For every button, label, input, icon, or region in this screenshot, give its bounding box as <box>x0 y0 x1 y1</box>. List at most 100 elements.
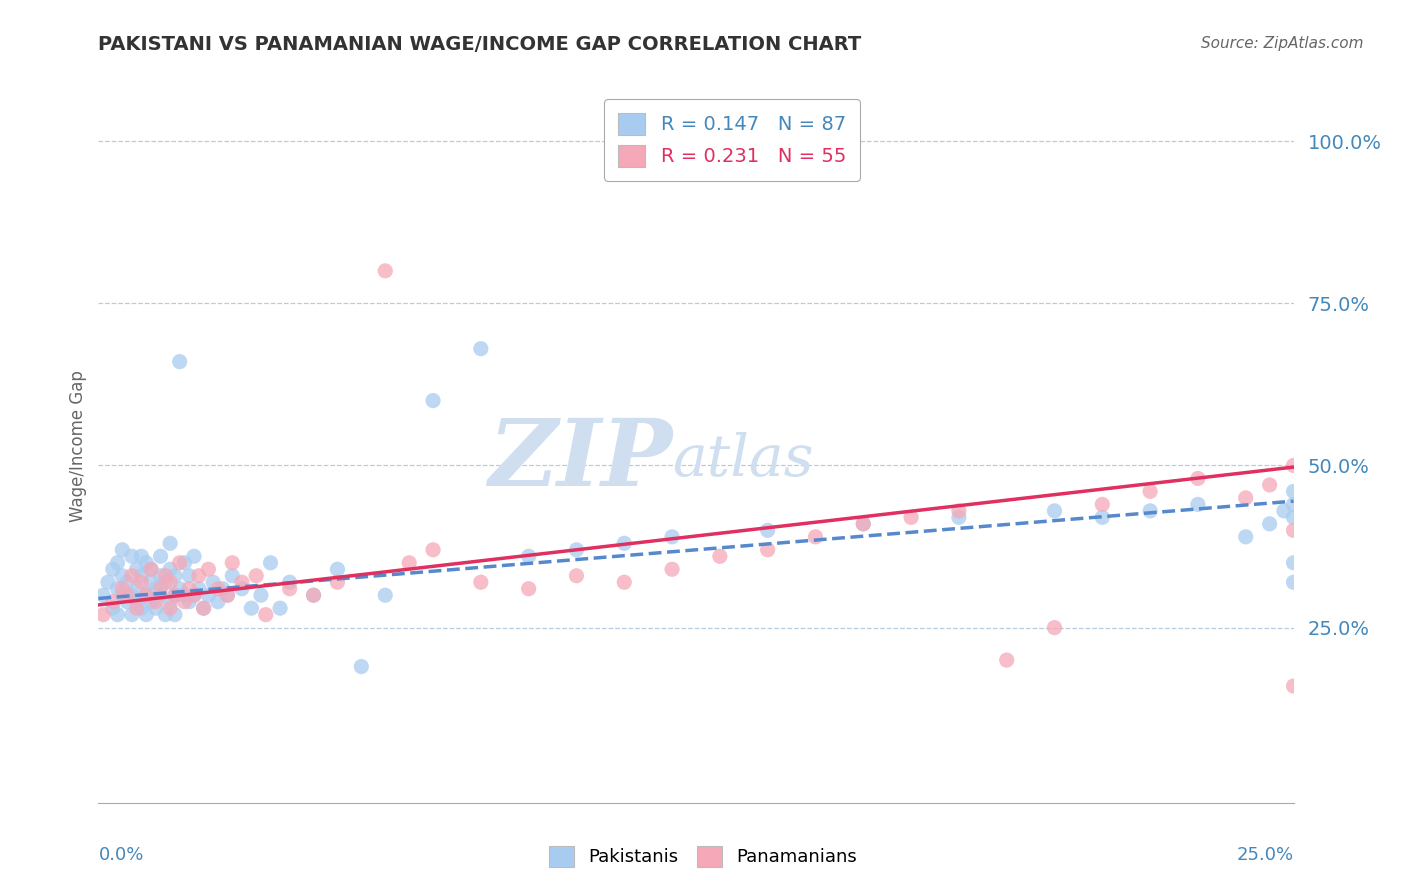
Point <box>1091 510 1114 524</box>
Point <box>269 601 291 615</box>
Point <box>135 588 157 602</box>
Point <box>852 516 875 531</box>
Point <box>1282 458 1305 473</box>
Point <box>207 595 229 609</box>
Point <box>1258 516 1281 531</box>
Text: 25.0%: 25.0% <box>1236 846 1294 863</box>
Point <box>221 568 243 582</box>
Point <box>193 601 215 615</box>
Point <box>804 530 827 544</box>
Point <box>1139 484 1161 499</box>
Text: 0.0%: 0.0% <box>98 846 143 863</box>
Point <box>1282 679 1305 693</box>
Point <box>374 264 396 278</box>
Point <box>163 588 186 602</box>
Text: Source: ZipAtlas.com: Source: ZipAtlas.com <box>1201 36 1364 51</box>
Point <box>1282 556 1305 570</box>
Point <box>302 588 325 602</box>
Point <box>125 582 148 596</box>
Legend: Pakistanis, Panamanians: Pakistanis, Panamanians <box>541 838 865 874</box>
Point <box>173 588 195 602</box>
Point <box>179 595 201 609</box>
Point <box>155 575 177 590</box>
Point <box>145 601 167 615</box>
Point <box>145 595 167 609</box>
Point <box>517 582 540 596</box>
Point <box>1282 575 1305 590</box>
Point <box>145 582 167 596</box>
Point <box>326 575 349 590</box>
Point <box>169 354 191 368</box>
Point <box>245 568 267 582</box>
Point <box>1139 504 1161 518</box>
Point <box>91 607 114 622</box>
Point <box>948 510 970 524</box>
Point <box>1187 471 1209 485</box>
Point <box>217 588 239 602</box>
Point <box>756 524 779 538</box>
Point <box>517 549 540 564</box>
Point <box>155 568 177 582</box>
Point <box>1043 504 1066 518</box>
Point <box>398 556 420 570</box>
Point <box>1282 524 1305 538</box>
Point <box>155 607 177 622</box>
Point <box>101 595 124 609</box>
Point <box>115 588 138 602</box>
Point <box>217 588 239 602</box>
Point <box>163 568 186 582</box>
Point <box>422 393 444 408</box>
Point <box>115 595 138 609</box>
Point <box>111 568 134 582</box>
Point <box>1234 530 1257 544</box>
Point <box>163 607 186 622</box>
Point <box>131 575 153 590</box>
Point <box>254 607 277 622</box>
Point <box>139 595 162 609</box>
Text: ZIP: ZIP <box>488 416 672 505</box>
Point <box>852 516 875 531</box>
Point <box>211 582 233 596</box>
Point <box>149 549 172 564</box>
Point <box>111 582 134 596</box>
Point <box>565 542 588 557</box>
Point <box>169 556 191 570</box>
Point <box>302 588 325 602</box>
Point <box>125 601 148 615</box>
Point <box>948 504 970 518</box>
Point <box>1282 497 1305 511</box>
Point <box>97 575 120 590</box>
Point <box>159 536 181 550</box>
Point <box>121 568 143 582</box>
Point <box>125 562 148 576</box>
Point <box>565 568 588 582</box>
Point <box>709 549 731 564</box>
Point <box>139 562 162 576</box>
Point <box>173 556 195 570</box>
Point <box>115 575 138 590</box>
Point <box>900 510 922 524</box>
Point <box>101 601 124 615</box>
Point <box>259 556 281 570</box>
Point <box>202 575 225 590</box>
Point <box>661 530 683 544</box>
Point <box>135 588 157 602</box>
Point <box>240 601 263 615</box>
Point <box>139 575 162 590</box>
Point <box>1282 484 1305 499</box>
Point <box>995 653 1018 667</box>
Point <box>169 582 191 596</box>
Y-axis label: Wage/Income Gap: Wage/Income Gap <box>69 370 87 522</box>
Point <box>159 562 181 576</box>
Point <box>179 582 201 596</box>
Point <box>1187 497 1209 511</box>
Point <box>350 659 373 673</box>
Point <box>107 582 129 596</box>
Point <box>278 582 301 596</box>
Point <box>131 568 153 582</box>
Point <box>470 575 492 590</box>
Point <box>111 542 134 557</box>
Point <box>163 588 186 602</box>
Legend: R = 0.147   N = 87, R = 0.231   N = 55: R = 0.147 N = 87, R = 0.231 N = 55 <box>605 99 859 181</box>
Point <box>121 588 143 602</box>
